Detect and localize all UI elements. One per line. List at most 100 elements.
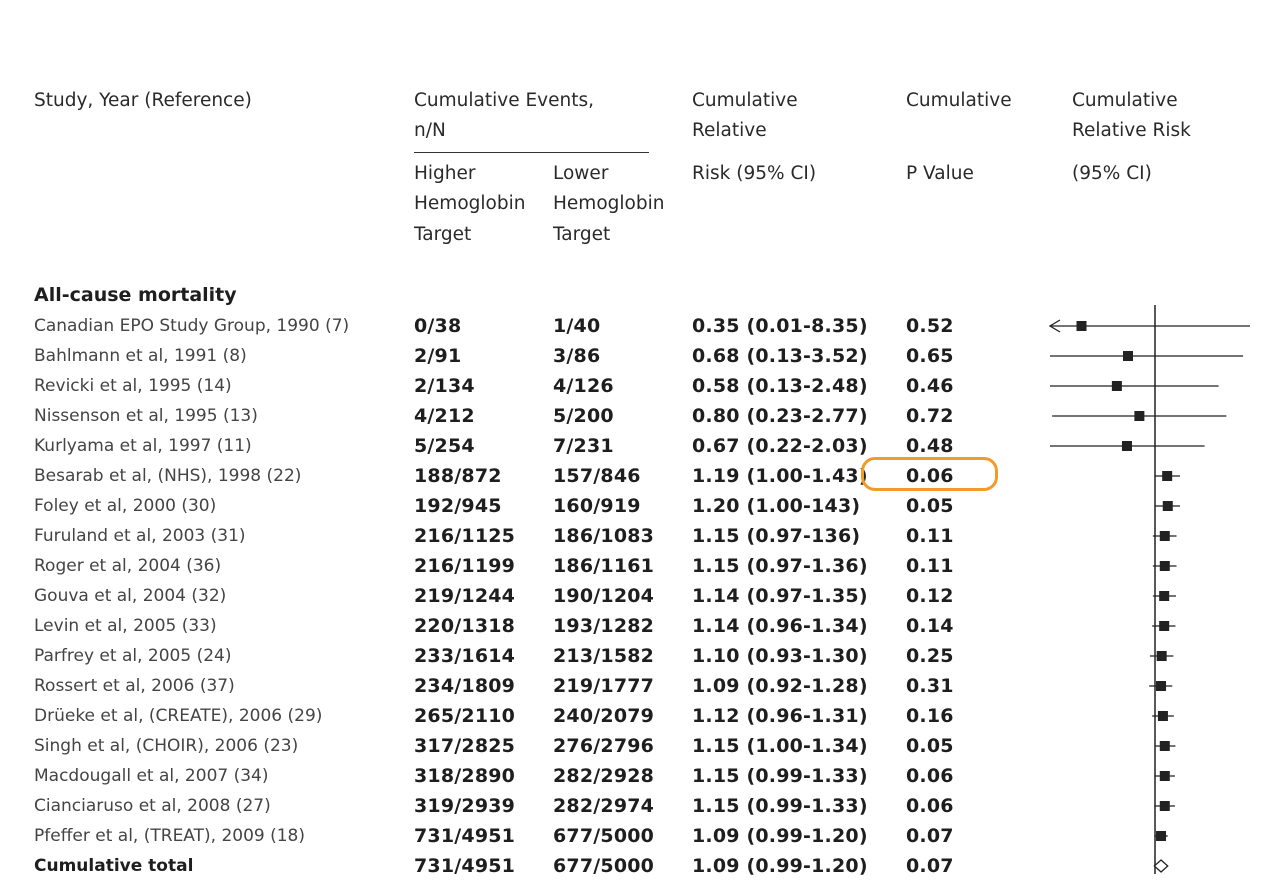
header-events-1: Cumulative Events,: [414, 90, 594, 111]
p-value: 0.06: [906, 795, 954, 817]
point-estimate-marker: [1159, 621, 1170, 631]
lower-events: 240/2079: [553, 705, 655, 727]
point-estimate-marker: [1159, 741, 1170, 751]
study-name: Singh et al, (CHOIR), 2006 (23): [34, 736, 299, 756]
lower-events: 160/919: [553, 495, 641, 517]
p-value: 0.72: [906, 405, 954, 427]
p-value: 0.05: [906, 735, 954, 757]
study-name: Cianciaruso et al, 2008 (27): [34, 796, 271, 816]
point-estimate-marker: [1076, 321, 1087, 331]
relative-risk: 0.80 (0.23-2.77): [692, 405, 868, 427]
study-name: Gouva et al, 2004 (32): [34, 586, 227, 606]
point-estimate-marker: [1156, 831, 1167, 841]
higher-events: 317/2825: [414, 735, 516, 757]
point-estimate-marker: [1156, 681, 1167, 691]
higher-events: 234/1809: [414, 675, 516, 697]
header-higher-1: Higher: [414, 163, 476, 184]
point-estimate-marker: [1162, 501, 1173, 511]
study-name: Kurlyama et al, 1997 (11): [34, 436, 252, 456]
relative-risk: 1.10 (0.93-1.30): [692, 645, 868, 667]
higher-events-total: 731/4951: [414, 855, 516, 877]
point-estimate-marker: [1111, 381, 1122, 391]
relative-risk: 1.15 (0.97-1.36): [692, 555, 868, 577]
lower-events: 157/846: [553, 465, 641, 487]
point-estimate-marker: [1156, 651, 1167, 661]
lower-events: 282/2974: [553, 795, 655, 817]
lower-events: 276/2796: [553, 735, 655, 757]
relative-risk: 0.58 (0.13-2.48): [692, 375, 868, 397]
higher-events: 2/134: [414, 375, 475, 397]
relative-risk: 1.09 (0.99-1.20): [692, 825, 868, 847]
lower-events: 186/1161: [553, 555, 655, 577]
header-higher-2: Hemoglobin: [414, 193, 526, 214]
lower-events: 190/1204: [553, 585, 655, 607]
relative-risk: 0.35 (0.01-8.35): [692, 315, 868, 337]
lower-events: 213/1582: [553, 645, 655, 667]
point-estimate-marker: [1162, 471, 1173, 481]
point-estimate-marker: [1121, 441, 1132, 451]
study-name: Levin et al, 2005 (33): [34, 616, 217, 636]
higher-events: 5/254: [414, 435, 475, 457]
higher-events: 319/2939: [414, 795, 516, 817]
study-name: Canadian EPO Study Group, 1990 (7): [34, 316, 350, 336]
relative-risk: 1.19 (1.00-1.43): [692, 465, 868, 487]
higher-events: 219/1244: [414, 585, 516, 607]
p-value: 0.14: [906, 615, 954, 637]
relative-risk: 1.20 (1.00-143): [692, 495, 861, 517]
point-estimate-marker: [1123, 351, 1134, 361]
p-value: 0.25: [906, 645, 954, 667]
point-estimate-marker: [1157, 711, 1168, 721]
summary-diamond: [1153, 859, 1169, 873]
header-plot-3: (95% CI): [1072, 163, 1152, 184]
study-name: Foley et al, 2000 (30): [34, 496, 217, 516]
p-value: 0.52: [906, 315, 954, 337]
header-plot-1: Cumulative: [1072, 90, 1178, 111]
header-events-2: n/N: [414, 120, 446, 141]
higher-events: 188/872: [414, 465, 502, 487]
p-value: 0.46: [906, 375, 954, 397]
higher-events: 216/1125: [414, 525, 516, 547]
higher-events: 731/4951: [414, 825, 516, 847]
p-value: 0.07: [906, 825, 954, 847]
p-value: 0.12: [906, 585, 954, 607]
higher-events: 233/1614: [414, 645, 516, 667]
relative-risk: 1.15 (1.00-1.34): [692, 735, 868, 757]
relative-risk: 0.68 (0.13-3.52): [692, 345, 868, 367]
lower-events-total: 677/5000: [553, 855, 655, 877]
study-name: Furuland et al, 2003 (31): [34, 526, 246, 546]
relative-risk: 1.15 (0.97-136): [692, 525, 861, 547]
higher-events: 2/91: [414, 345, 462, 367]
lower-events: 677/5000: [553, 825, 655, 847]
higher-events: 318/2890: [414, 765, 516, 787]
header-p-2: P Value: [906, 163, 974, 184]
header-higher-3: Target: [414, 224, 472, 245]
point-estimate-marker: [1159, 531, 1170, 541]
study-name: Pfeffer et al, (TREAT), 2009 (18): [34, 826, 306, 846]
study-name: Drüeke et al, (CREATE), 2006 (29): [34, 706, 323, 726]
p-value: 0.06: [906, 765, 954, 787]
relative-risk: 1.15 (0.99-1.33): [692, 795, 868, 817]
study-name: Rossert et al, 2006 (37): [34, 676, 235, 696]
p-value: 0.31: [906, 675, 954, 697]
relative-risk: 1.14 (0.97-1.35): [692, 585, 868, 607]
point-estimate-marker: [1134, 411, 1145, 421]
p-value: 0.11: [906, 555, 954, 577]
lower-events: 219/1777: [553, 675, 655, 697]
higher-events: 4/212: [414, 405, 475, 427]
lower-events: 3/86: [553, 345, 601, 367]
p-value: 0.16: [906, 705, 954, 727]
p-value: 0.11: [906, 525, 954, 547]
point-estimate-marker: [1159, 801, 1170, 811]
lower-events: 1/40: [553, 315, 601, 337]
header-rr-3: Risk (95% CI): [692, 163, 817, 184]
p-value-total: 0.07: [906, 855, 954, 877]
p-value: 0.48: [906, 435, 954, 457]
p-value-highlight: [861, 457, 998, 491]
relative-risk: 1.12 (0.96-1.31): [692, 705, 868, 727]
study-name: Parfrey et al, 2005 (24): [34, 646, 232, 666]
header-lower-1: Lower: [553, 163, 609, 184]
section-title: All-cause mortality: [34, 284, 237, 306]
header-p-1: Cumulative: [906, 90, 1012, 111]
lower-events: 282/2928: [553, 765, 655, 787]
study-name: Nissenson et al, 1995 (13): [34, 406, 258, 426]
